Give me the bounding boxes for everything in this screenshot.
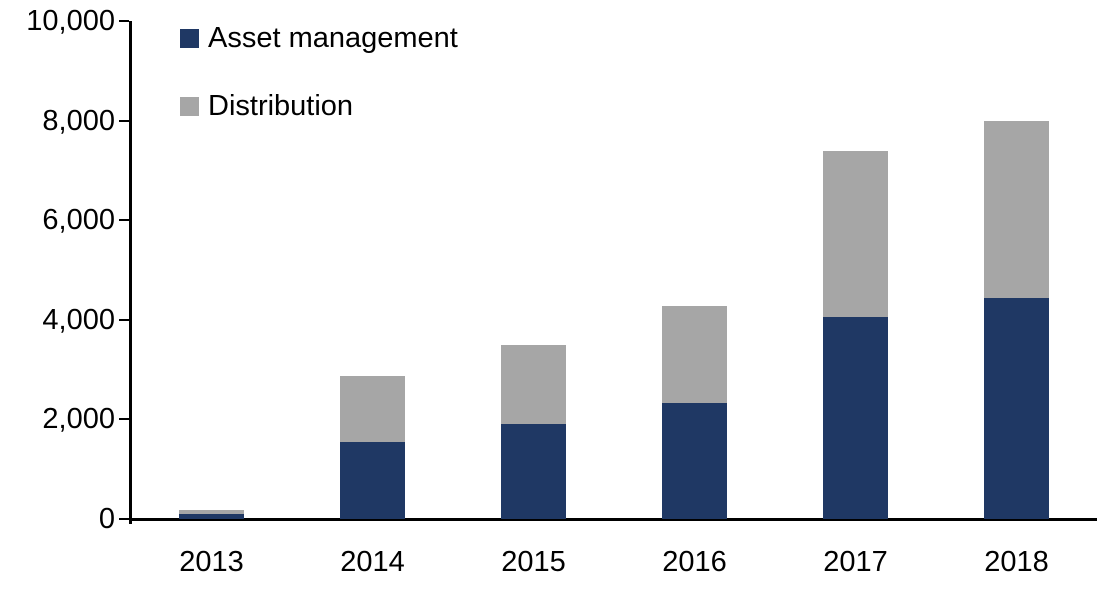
bar-segment-distribution bbox=[179, 510, 244, 514]
x-axis-category-label: 2013 bbox=[179, 546, 244, 578]
legend-swatch-icon bbox=[180, 96, 199, 116]
y-axis-tick-label: 4,000 bbox=[42, 304, 115, 336]
y-axis-tick bbox=[119, 418, 129, 420]
legend-item-label: Asset management bbox=[208, 22, 458, 54]
legend-item: Distribution bbox=[180, 90, 354, 122]
y-axis-tick-label: 6,000 bbox=[42, 204, 115, 236]
y-axis-tick-label: 8,000 bbox=[42, 105, 115, 137]
y-axis-tick bbox=[119, 518, 129, 520]
y-axis-tick-label: 0 bbox=[98, 503, 115, 535]
bar-segment-asset-management bbox=[662, 403, 727, 519]
y-axis-tick-label: 10,000 bbox=[26, 5, 115, 37]
x-axis-category-label: 2015 bbox=[501, 546, 566, 578]
bar-segment-distribution bbox=[984, 120, 1049, 299]
y-axis-line bbox=[129, 21, 132, 524]
legend-swatch-icon bbox=[180, 28, 199, 48]
y-axis-tick bbox=[119, 219, 129, 221]
y-axis-tick bbox=[119, 20, 129, 22]
x-axis-category-label: 2017 bbox=[823, 546, 888, 578]
x-axis-category-label: 2016 bbox=[662, 546, 727, 578]
bar-segment-asset-management bbox=[984, 298, 1049, 519]
legend-item: Asset management bbox=[180, 22, 458, 54]
x-axis-category-label: 2014 bbox=[340, 546, 405, 578]
legend-item-label: Distribution bbox=[208, 90, 354, 122]
y-axis-tick bbox=[119, 120, 129, 122]
bar-segment-asset-management bbox=[823, 317, 888, 519]
x-axis-line bbox=[129, 518, 1097, 521]
y-axis-tick-label: 2,000 bbox=[42, 403, 115, 435]
bar-segment-asset-management bbox=[340, 441, 405, 519]
y-axis-tick bbox=[119, 319, 129, 321]
bar-segment-distribution bbox=[340, 375, 405, 442]
bar-segment-distribution bbox=[823, 150, 888, 318]
bar-segment-distribution bbox=[501, 344, 566, 425]
bar-segment-asset-management bbox=[179, 514, 244, 519]
x-axis-category-label: 2018 bbox=[984, 546, 1049, 578]
bar-segment-distribution bbox=[662, 305, 727, 403]
bar-segment-asset-management bbox=[501, 424, 566, 519]
